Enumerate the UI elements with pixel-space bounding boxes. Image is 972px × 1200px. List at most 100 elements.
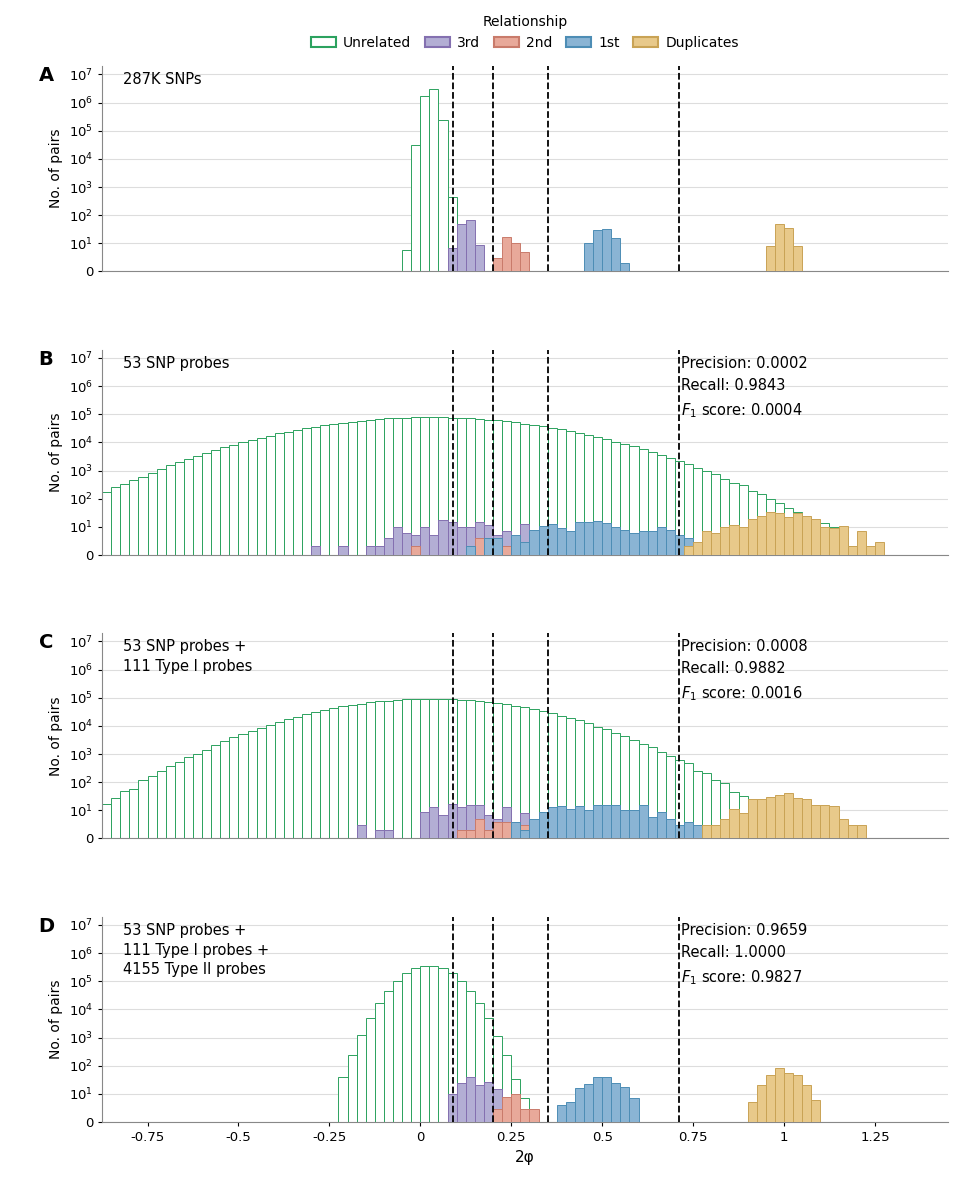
Bar — [493, 703, 503, 839]
Bar — [566, 809, 574, 839]
Bar — [530, 532, 538, 554]
Bar — [411, 968, 420, 1122]
Bar — [484, 702, 493, 839]
Bar — [438, 815, 447, 839]
Bar — [129, 788, 138, 839]
Bar — [475, 701, 484, 839]
Bar — [511, 1079, 520, 1122]
Bar — [530, 529, 538, 554]
Bar — [411, 535, 420, 554]
Bar — [193, 754, 202, 839]
Bar — [420, 527, 430, 554]
Bar — [530, 830, 538, 839]
Bar — [493, 1036, 503, 1122]
Bar — [475, 522, 484, 554]
Bar — [175, 462, 184, 554]
Bar — [457, 527, 466, 554]
Bar — [812, 1100, 820, 1122]
Bar — [538, 526, 547, 554]
Bar — [720, 527, 729, 554]
Bar — [574, 522, 584, 554]
Bar — [684, 546, 693, 554]
Bar — [493, 1109, 503, 1122]
Bar — [493, 258, 503, 271]
Bar — [684, 763, 693, 839]
Bar — [603, 439, 611, 554]
Bar — [739, 796, 747, 839]
Bar — [248, 731, 257, 839]
Bar — [338, 707, 348, 839]
Bar — [630, 446, 639, 554]
Bar — [802, 799, 812, 839]
Bar — [447, 804, 457, 839]
Bar — [639, 744, 647, 839]
Bar — [402, 250, 411, 271]
Bar — [511, 822, 520, 839]
Bar — [775, 224, 784, 271]
Bar — [593, 230, 603, 271]
Bar — [311, 712, 321, 839]
Bar — [438, 418, 447, 554]
Bar — [666, 818, 675, 839]
Bar — [584, 434, 593, 554]
Bar — [402, 533, 411, 554]
Bar — [493, 818, 503, 839]
Bar — [311, 546, 321, 554]
Bar — [165, 766, 175, 839]
Bar — [793, 798, 802, 839]
Bar — [793, 512, 802, 554]
Bar — [148, 473, 156, 554]
Bar — [475, 419, 484, 554]
Bar — [620, 736, 630, 839]
Bar — [657, 751, 666, 839]
Bar — [611, 442, 620, 554]
Bar — [566, 718, 574, 839]
Bar — [511, 538, 520, 554]
Bar — [693, 546, 702, 554]
Bar — [330, 708, 338, 839]
Bar — [611, 538, 620, 554]
Bar — [357, 1036, 365, 1122]
Bar — [784, 228, 793, 271]
Bar — [365, 420, 375, 554]
Bar — [775, 1068, 784, 1122]
Bar — [375, 830, 384, 839]
Bar — [784, 1073, 793, 1122]
Bar — [538, 426, 547, 554]
Bar — [457, 700, 466, 839]
Bar — [611, 1082, 620, 1122]
Bar — [338, 422, 348, 554]
Bar — [675, 761, 684, 839]
Bar — [248, 440, 257, 554]
Bar — [739, 814, 747, 839]
Bar — [630, 810, 639, 839]
Bar — [547, 713, 557, 839]
Text: 53 SNP probes: 53 SNP probes — [123, 355, 229, 371]
Bar — [574, 806, 584, 839]
Bar — [603, 229, 611, 271]
Bar — [584, 522, 593, 554]
Bar — [647, 746, 657, 839]
Bar — [712, 474, 720, 554]
Bar — [393, 700, 402, 839]
Bar — [739, 527, 747, 554]
Bar — [820, 527, 829, 554]
Bar — [466, 221, 475, 271]
Bar — [338, 1078, 348, 1122]
Bar — [111, 487, 121, 554]
Bar — [275, 721, 284, 839]
Bar — [511, 826, 520, 839]
Bar — [484, 524, 493, 554]
Bar — [447, 197, 457, 271]
Bar — [493, 822, 503, 839]
Bar — [484, 815, 493, 839]
Bar — [793, 830, 802, 839]
Bar — [265, 725, 275, 839]
Bar — [829, 528, 839, 554]
Bar — [438, 120, 447, 271]
Bar — [647, 816, 657, 839]
Bar — [411, 145, 420, 271]
Bar — [620, 810, 630, 839]
Bar — [766, 1075, 775, 1122]
Bar — [766, 499, 775, 554]
